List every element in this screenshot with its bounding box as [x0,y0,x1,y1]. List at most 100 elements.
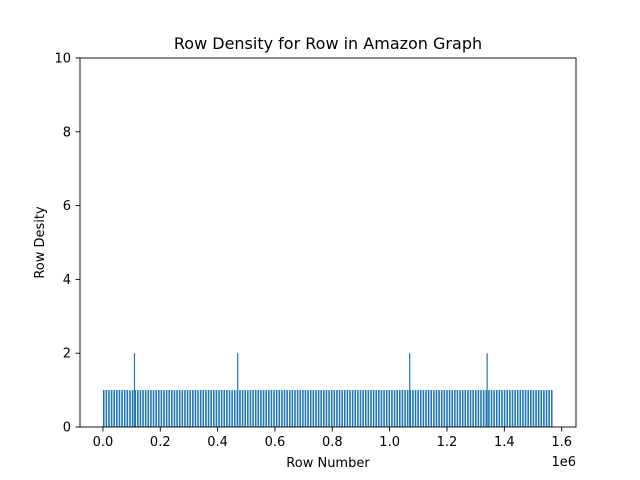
bar [163,390,165,427]
x-tick-label: 0.0 [93,435,114,450]
bar [359,390,362,427]
bar [173,390,176,427]
bar [393,390,396,427]
bar [147,390,150,427]
bar [197,390,199,427]
bar [265,390,267,427]
bar [249,390,252,427]
bar [338,390,341,427]
bar [535,390,537,427]
x-tick-label: 0.2 [150,435,171,450]
bar [155,390,157,427]
bar [370,390,372,427]
bar [218,390,220,427]
x-axis-offset-text: 1e6 [551,455,576,470]
bar [391,390,393,427]
bar [396,390,398,427]
bar [194,390,197,427]
y-tick-label: 4 [63,273,71,288]
bar [435,390,438,427]
bar-peak [486,353,488,427]
bar [176,390,178,427]
bar [385,390,388,427]
bar [283,390,286,427]
bar [260,390,262,427]
bar-peak [133,353,136,427]
y-tick-label: 10 [54,52,71,67]
bar [333,390,336,427]
bar [456,390,459,427]
bar [202,390,205,427]
bar [116,390,118,427]
bar [165,390,168,427]
bar [414,390,417,427]
bar [215,390,218,427]
bar [472,390,474,427]
bar [433,390,435,427]
bar [210,390,212,427]
bar [309,390,312,427]
bar [480,390,482,427]
bar [189,390,191,427]
x-tick-label: 0.6 [265,435,286,450]
bar [404,390,406,427]
bar [440,390,443,427]
bar-peak [409,353,411,427]
bar [488,390,490,427]
bar [252,390,254,427]
bar [328,390,330,427]
bar [257,390,260,427]
bar [419,390,422,427]
bar [152,390,155,427]
bar [343,390,346,427]
bar [375,390,378,427]
bar [323,390,325,427]
bar [498,390,501,427]
bar [530,390,532,427]
bar [501,390,503,427]
bar [220,390,223,427]
bar [144,390,147,427]
x-tick-label: 1.2 [437,435,458,450]
bar [294,390,296,427]
bar [231,390,233,427]
y-axis-label: Row Desity [33,206,48,279]
bar [275,390,278,427]
bar [192,390,194,427]
bar [184,390,186,427]
x-axis-label: Row Number [286,456,370,471]
bar [459,390,461,427]
bar [239,390,241,427]
y-tick-label: 8 [63,125,71,140]
plot-frame [79,57,577,428]
bar [469,390,472,427]
bar [226,390,228,427]
bar [364,390,367,427]
bar [474,390,477,427]
bar [545,390,548,427]
bar [171,390,173,427]
bar-peak [237,353,239,427]
bar [254,390,257,427]
bar [317,390,320,427]
bar [543,390,545,427]
bar [278,390,281,427]
bar [131,390,134,427]
bar [247,390,249,427]
bar [199,390,202,427]
bar [446,390,448,427]
bar [207,390,210,427]
bar [490,390,493,427]
bar [454,390,456,427]
bar [270,390,273,427]
bar [312,390,315,427]
bar [362,390,364,427]
bar [438,390,440,427]
bar [511,390,514,427]
bar [286,390,288,427]
x-tick-label: 0.8 [322,435,343,450]
bar [540,390,543,427]
x-tick-label: 0.4 [207,435,228,450]
bar [341,390,343,427]
bars-layer [102,353,553,427]
